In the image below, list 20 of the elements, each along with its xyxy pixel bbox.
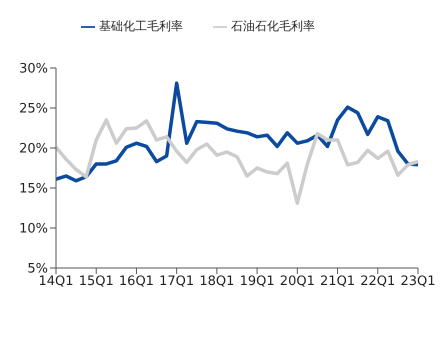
x-tick-label: 16Q1: [118, 274, 154, 290]
x-tick-label: 19Q1: [240, 274, 275, 290]
x-tick-label: 21Q1: [320, 274, 356, 290]
y-tick-label: 20%: [19, 142, 48, 157]
x-tick-label: 17Q1: [159, 274, 194, 290]
y-tick-label: 25%: [19, 102, 48, 117]
y-tick-label: 5%: [27, 262, 48, 277]
x-tick-label: 20Q1: [280, 274, 315, 290]
x-tick-label: 14Q1: [38, 274, 74, 290]
y-tick-label: 30%: [19, 62, 48, 77]
legend-label: 石油石化毛利率: [231, 19, 315, 33]
x-tick-label: 18Q1: [199, 274, 234, 290]
line-series: [54, 118, 420, 205]
x-tick-label: 23Q1: [400, 274, 436, 290]
line-series: [54, 81, 420, 183]
x-tick-label: 22Q1: [360, 274, 396, 290]
y-tick-label: 15%: [19, 182, 48, 197]
x-tick-label: 15Q1: [78, 274, 114, 290]
legend-label: 基础化工毛利率: [99, 19, 183, 33]
y-tick-label: 10%: [19, 222, 48, 237]
